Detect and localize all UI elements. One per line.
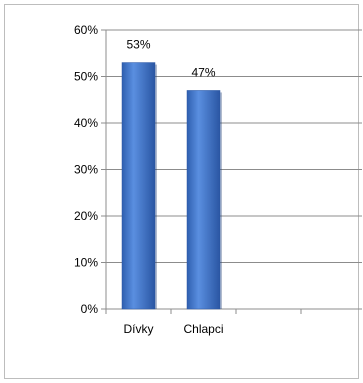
chart-frame	[4, 4, 359, 379]
axes	[101, 29, 362, 314]
bar	[186, 90, 221, 310]
y-tick-label: 20%	[74, 209, 98, 223]
data-label: 53%	[126, 38, 150, 52]
bar	[121, 62, 156, 310]
y-tick-label: 30%	[74, 163, 98, 177]
y-tick-label: 50%	[74, 70, 98, 84]
y-tick-label: 40%	[74, 116, 98, 130]
y-tick-label: 10%	[74, 256, 98, 270]
labels: 0% 10% 20% 30% 40% 50% 60% 53% Dívky 47% Chlapci	[74, 23, 224, 336]
data-label: 47%	[191, 65, 215, 79]
y-tick-label: 0%	[81, 302, 99, 316]
category-label: Chlapci	[183, 322, 223, 336]
category-label: Dívky	[124, 322, 154, 336]
y-tick-label: 60%	[74, 23, 98, 37]
bars	[121, 62, 222, 310]
